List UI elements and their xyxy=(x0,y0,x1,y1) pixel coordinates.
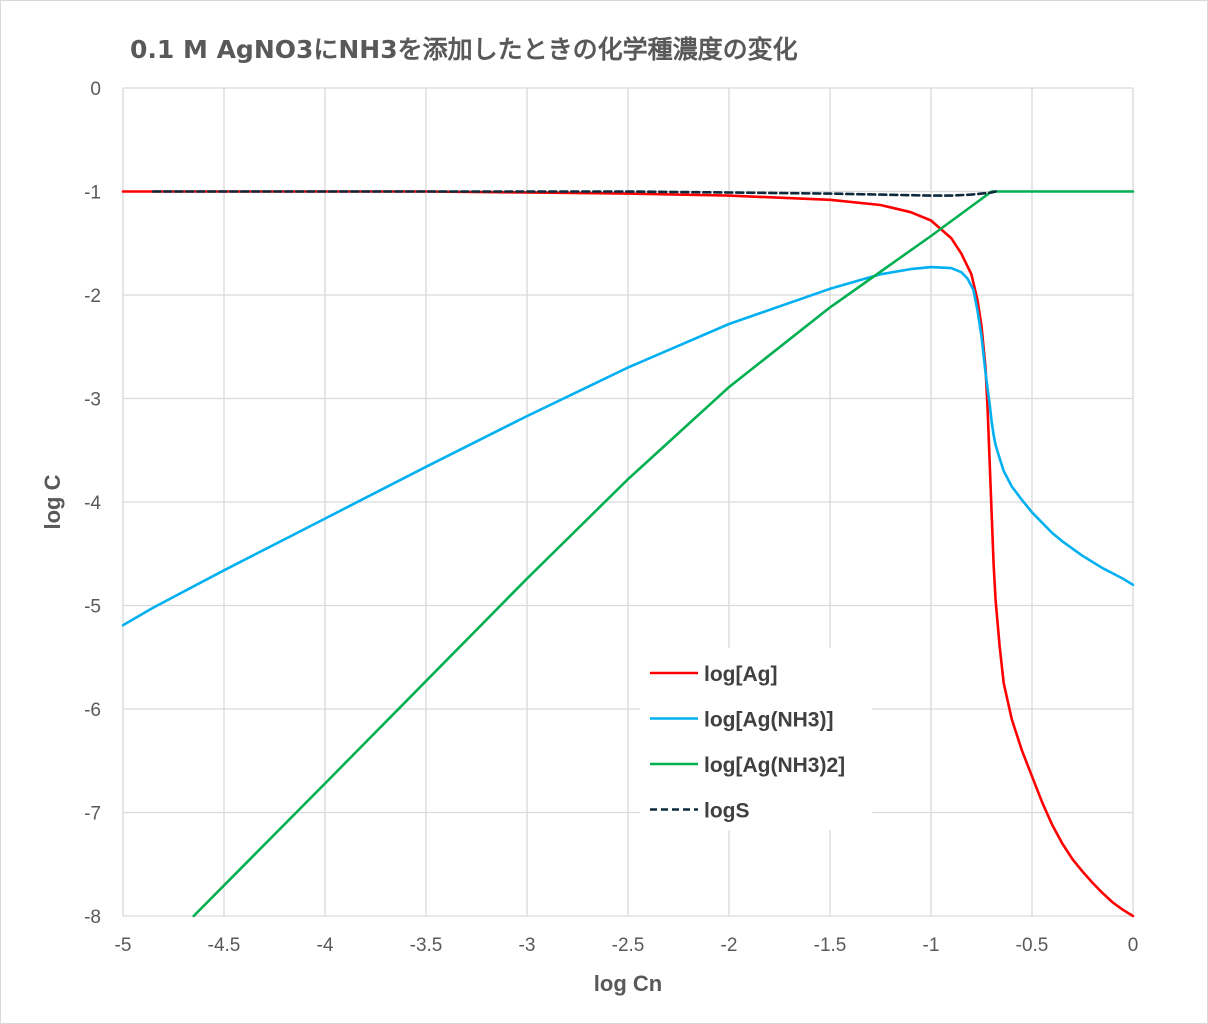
y-tick-label: 0 xyxy=(90,79,101,100)
x-tick-label: -4 xyxy=(317,935,334,956)
x-tick-label: -4.5 xyxy=(208,935,241,956)
y-tick-label: -5 xyxy=(84,597,101,618)
series-lines xyxy=(121,190,1135,918)
chart-title: 0.1 M AgNO3にNH3を添加したときの化学種濃度の変化 xyxy=(130,35,798,64)
series-line-logs xyxy=(152,190,997,197)
legend-label: log[Ag(NH3)2] xyxy=(704,754,845,777)
x-tick-label: -2 xyxy=(721,935,738,956)
series-line-log-ag-nh3-2 xyxy=(192,190,1135,918)
x-axis-title: log Cn xyxy=(594,971,662,996)
grid-lines xyxy=(122,87,1134,917)
y-tick-label: -7 xyxy=(84,804,101,825)
x-tick-label: -0.5 xyxy=(1016,935,1049,956)
series-line-log-ag-nh3 xyxy=(121,265,1135,627)
y-tick-label: -6 xyxy=(84,700,101,721)
y-axis-title: log C xyxy=(40,474,65,529)
x-tick-label: -1 xyxy=(923,935,940,956)
y-tick-label: -1 xyxy=(84,183,101,204)
x-tick-label: -1.5 xyxy=(814,935,847,956)
y-tick-label: -8 xyxy=(84,907,101,928)
legend-box xyxy=(640,648,872,830)
tick-labels: -5 -4.5 -4 -3.5 -3 -2.5 -2 -1.5 -1 -0.5 0 0 -1 -2 -3 -4… xyxy=(84,79,1138,956)
legend-label: logS xyxy=(704,800,750,823)
legend: log[Ag] log[Ag(NH3)] log[Ag(NH3)2] logS xyxy=(640,648,872,830)
legend-label: log[Ag] xyxy=(704,663,777,686)
x-tick-label: -5 xyxy=(115,935,132,956)
x-tick-label: -3.5 xyxy=(410,935,443,956)
x-tick-label: -3 xyxy=(519,935,536,956)
x-tick-label: 0 xyxy=(1128,935,1139,956)
x-tick-label: -2.5 xyxy=(612,935,645,956)
y-tick-label: -2 xyxy=(84,286,101,307)
y-tick-label: -4 xyxy=(84,493,101,514)
legend-label: log[Ag(NH3)] xyxy=(704,709,833,732)
y-tick-label: -3 xyxy=(84,390,101,411)
series-line-log-ag xyxy=(121,190,1135,918)
